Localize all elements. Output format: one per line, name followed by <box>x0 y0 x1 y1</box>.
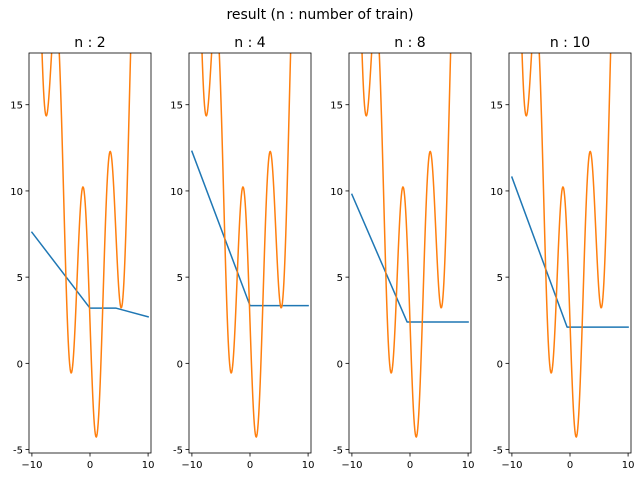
y-tick-label: 0 <box>337 359 343 370</box>
y-tick-label: -5 <box>333 446 343 457</box>
target-function-line <box>201 53 292 438</box>
y-tick-label: 15 <box>170 101 183 112</box>
y-tick-label: -5 <box>493 446 503 457</box>
y-tick-label: 5 <box>17 273 23 284</box>
y-tick-label: 10 <box>330 187 343 198</box>
x-tick-label: 10 <box>302 460 315 471</box>
x-tick-label: 10 <box>462 460 475 471</box>
y-tick-label: 0 <box>177 359 183 370</box>
y-tick-label: 10 <box>10 187 23 198</box>
y-tick-label: -5 <box>173 446 183 457</box>
y-tick-label: 5 <box>177 273 183 284</box>
subplot-title: n : 10 <box>550 35 590 51</box>
x-tick-label: 10 <box>142 460 155 471</box>
y-tick-label: 15 <box>10 101 23 112</box>
y-tick-label: 15 <box>330 101 343 112</box>
model-prediction-line <box>510 176 629 328</box>
subplot-title: n : 2 <box>74 35 105 51</box>
plot-area <box>30 53 150 438</box>
plot-area <box>510 53 629 438</box>
target-function-line <box>361 53 452 438</box>
x-tick-label: 0 <box>87 460 93 471</box>
subplot-4: -5 0 5 10 15 −10 0 10 n : 10 <box>490 35 635 471</box>
target-function-line <box>521 53 612 438</box>
y-tick-label: 10 <box>490 187 503 198</box>
subplot-2: -5 0 5 10 15 −10 0 10 n : 4 <box>170 35 315 471</box>
y-tick-label: 5 <box>497 273 503 284</box>
x-tick-label: −10 <box>181 460 202 471</box>
y-tick-label: -5 <box>13 446 23 457</box>
subplot-3: -5 0 5 10 15 −10 0 10 n : 8 <box>330 35 475 471</box>
y-tick-label: 0 <box>497 359 503 370</box>
plot-area <box>190 53 309 438</box>
x-tick-label: −10 <box>501 460 522 471</box>
y-tick-label: 0 <box>17 359 23 370</box>
y-tick-label: 10 <box>170 187 183 198</box>
subplot-title: n : 4 <box>234 35 265 51</box>
x-tick-label: −10 <box>341 460 362 471</box>
plot-area <box>350 53 469 438</box>
model-prediction-line <box>350 193 469 323</box>
x-tick-label: 0 <box>407 460 413 471</box>
subplot-title: n : 8 <box>394 35 425 51</box>
y-tick-label: 5 <box>337 273 343 284</box>
model-prediction-line <box>190 150 309 307</box>
x-tick-label: 0 <box>567 460 573 471</box>
target-function-line <box>41 53 132 438</box>
x-tick-label: 10 <box>622 460 635 471</box>
y-tick-label: 15 <box>490 101 503 112</box>
subplot-1: -5 0 5 10 15 −10 0 10 n : 2 <box>10 35 155 471</box>
x-tick-label: 0 <box>247 460 253 471</box>
figure-suptitle: result (n : number of train) <box>226 7 413 23</box>
x-tick-label: −10 <box>21 460 42 471</box>
